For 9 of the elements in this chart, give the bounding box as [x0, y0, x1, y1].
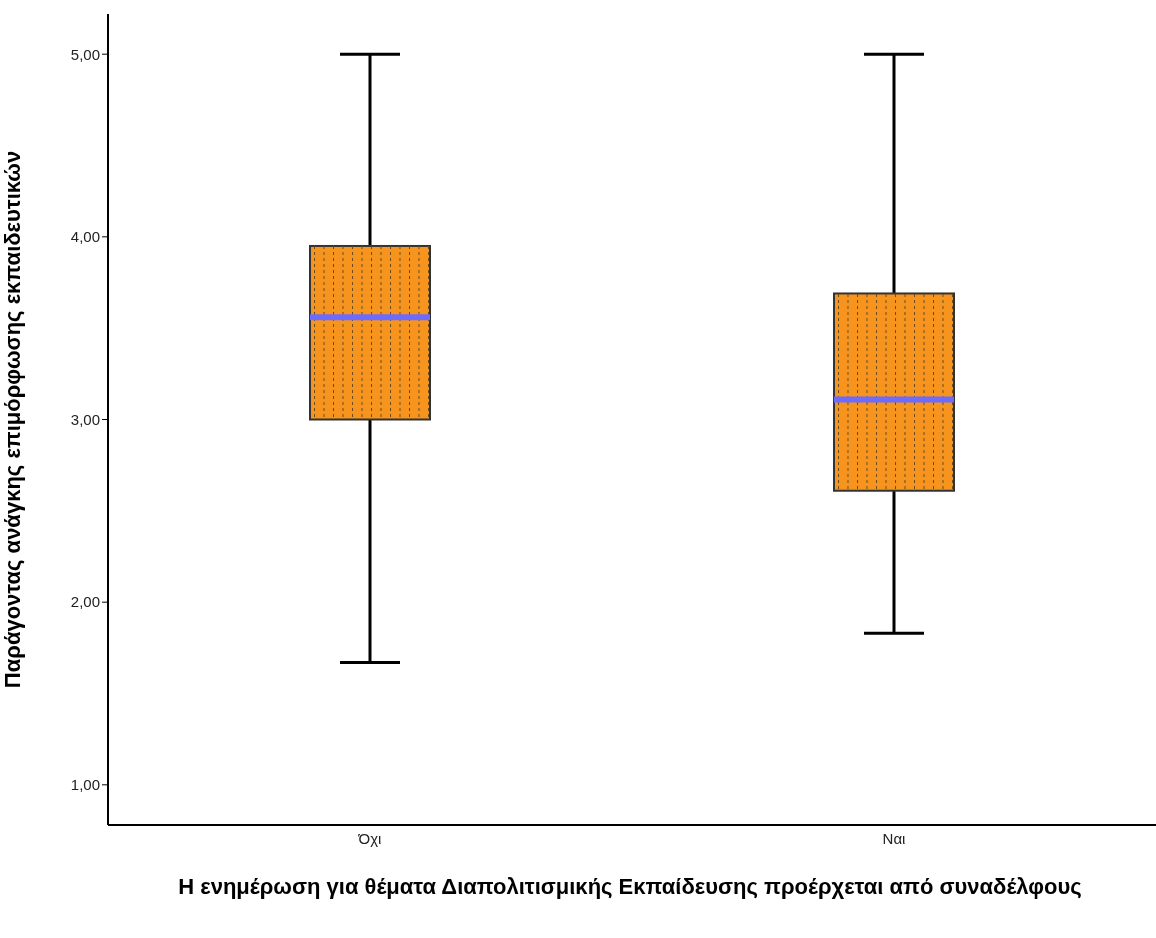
x-tick-label: Όχι — [357, 829, 382, 847]
x-tick-label: Ναι — [882, 829, 906, 847]
x-axis-title: Η ενημέρωση για θέματα Διαπολιτισμικής Εκπαίδευσης προέρχεται από συναδέλφους — [177, 874, 1083, 899]
y-axis-title: Παράγοντας ανάγκης επιμόρφωσης εκπαιδευτικών — [0, 150, 25, 689]
y-tick-label: 3,00 — [70, 410, 100, 428]
y-tick-label: 5,00 — [70, 45, 100, 63]
y-tick-label: 2,00 — [70, 593, 100, 611]
y-tick-label: 1,00 — [70, 776, 100, 794]
y-tick-label: 4,00 — [70, 228, 100, 246]
